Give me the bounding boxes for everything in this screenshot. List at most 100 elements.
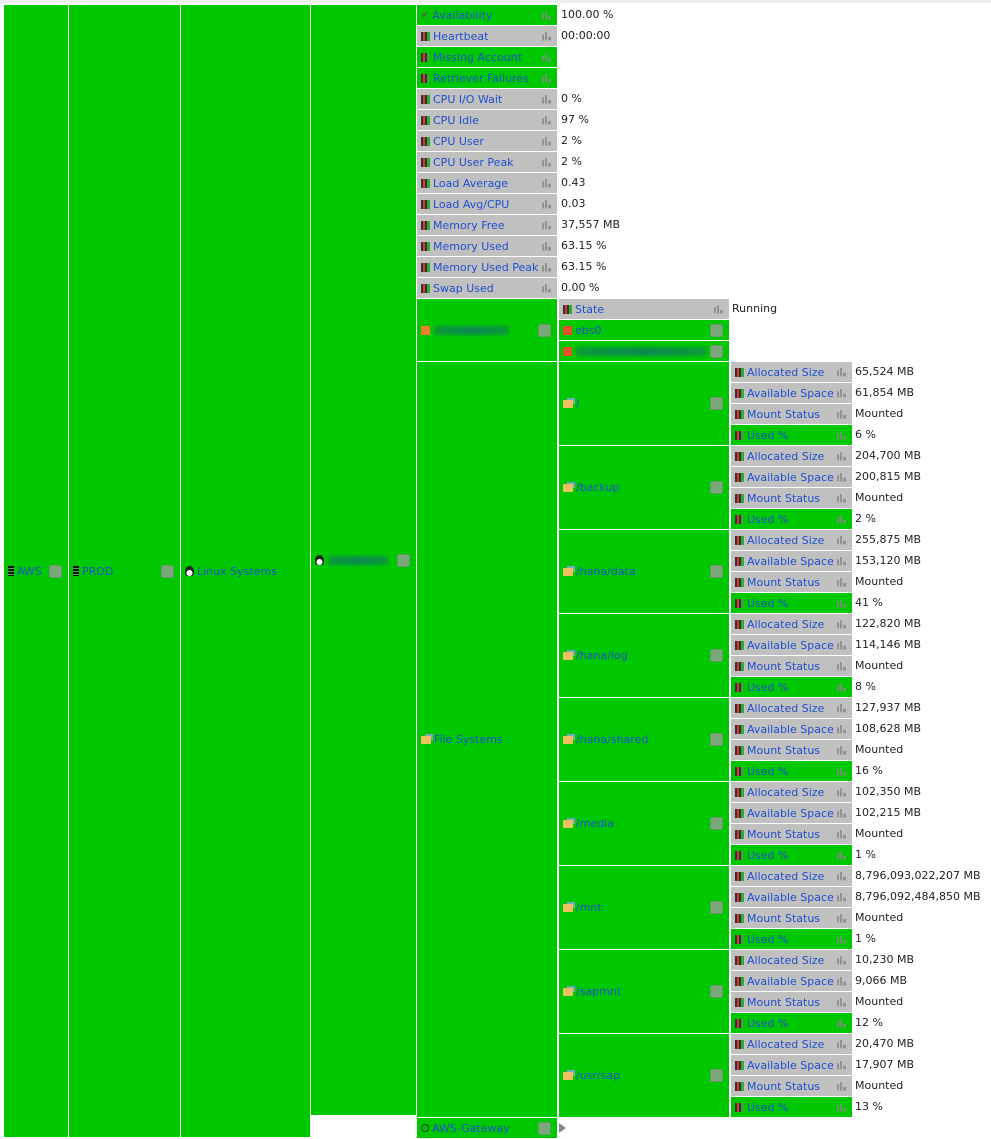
menu-icon[interactable] — [710, 649, 723, 662]
node-label[interactable]: /hana/log — [576, 649, 628, 662]
node-label[interactable]: Swap Used — [433, 281, 494, 295]
node-label[interactable]: Mount Status — [747, 407, 821, 421]
metric-heartbeat[interactable]: Heartbeat — [416, 25, 558, 47]
expand-arrow-icon[interactable] — [559, 1123, 566, 1133]
metric-load-average[interactable]: Load Average — [416, 172, 558, 194]
metric-memory-free[interactable]: Memory Free — [416, 214, 558, 236]
chart-icon[interactable] — [837, 808, 846, 818]
metric-used-[interactable]: Used % — [730, 760, 853, 782]
node-label[interactable]: Available Space — [747, 722, 834, 736]
chart-icon[interactable] — [837, 577, 846, 587]
tree-node-ebs0[interactable]: ebs0 — [558, 319, 730, 341]
chart-icon[interactable] — [714, 304, 723, 314]
node-label[interactable]: ebs0 — [575, 323, 602, 337]
node-label[interactable]: /hana/shared — [576, 733, 649, 746]
metric-available-space[interactable]: Available Space — [730, 970, 853, 992]
node-label[interactable]: Load Average — [433, 176, 509, 190]
menu-icon[interactable] — [397, 553, 410, 567]
tree-node-filesystem[interactable]: /hana/log — [558, 613, 730, 698]
node-label[interactable]: Mount Status — [747, 491, 821, 505]
node-label[interactable]: Load Avg/CPU — [433, 197, 510, 211]
menu-icon[interactable] — [710, 344, 723, 358]
metric-allocated-size[interactable]: Allocated Size — [730, 781, 853, 803]
node-label[interactable]: Allocated Size — [747, 785, 825, 799]
metric-mount-status[interactable]: Mount Status — [730, 487, 853, 509]
menu-icon[interactable] — [710, 397, 723, 410]
node-label[interactable]: Mount Status — [747, 743, 821, 757]
chart-icon[interactable] — [837, 745, 846, 755]
metric-available-space[interactable]: Available Space — [730, 1054, 853, 1076]
chart-icon[interactable] — [542, 283, 551, 293]
chart-icon[interactable] — [837, 598, 846, 608]
chart-icon[interactable] — [837, 1081, 846, 1091]
node-label[interactable]: Mount Status — [747, 1079, 821, 1093]
chart-icon[interactable] — [837, 997, 846, 1007]
node-label[interactable]: CPU User Peak — [433, 155, 514, 169]
metric-available-space[interactable]: Available Space — [730, 802, 853, 824]
node-label[interactable]: Used % — [747, 596, 789, 610]
node-label[interactable]: Available Space — [747, 470, 834, 484]
metric-mount-status[interactable]: Mount Status — [730, 823, 853, 845]
menu-icon[interactable] — [710, 901, 723, 914]
node-label[interactable]: /sapmnt — [576, 985, 622, 998]
metric-available-space[interactable]: Available Space — [730, 634, 853, 656]
chart-icon[interactable] — [837, 367, 846, 377]
chart-icon[interactable] — [837, 661, 846, 671]
chart-icon[interactable] — [837, 1039, 846, 1049]
node-label[interactable]: Used % — [747, 764, 789, 778]
metric-allocated-size[interactable]: Allocated Size — [730, 361, 853, 383]
tree-node-filesystem[interactable]: /sapmnt — [558, 949, 730, 1034]
menu-icon[interactable] — [538, 1121, 551, 1135]
node-label[interactable]: Memory Used — [433, 239, 509, 253]
metric-mount-status[interactable]: Mount Status — [730, 1075, 853, 1097]
metric-cpu-i-o-wait[interactable]: CPU I/O Wait — [416, 88, 558, 110]
node-label[interactable]: /hana/data — [576, 565, 636, 578]
chart-icon[interactable] — [542, 199, 551, 209]
metric-mount-status[interactable]: Mount Status — [730, 403, 853, 425]
node-label[interactable]: Available Space — [747, 386, 834, 400]
menu-icon[interactable] — [710, 481, 723, 494]
chart-icon[interactable] — [837, 556, 846, 566]
metric-available-space[interactable]: Available Space — [730, 718, 853, 740]
metric-allocated-size[interactable]: Allocated Size — [730, 1033, 853, 1055]
chart-icon[interactable] — [837, 976, 846, 986]
node-label[interactable]: /media — [576, 817, 614, 830]
tree-node-filesystem[interactable]: /hana/data — [558, 529, 730, 614]
chart-icon[interactable] — [837, 766, 846, 776]
chart-icon[interactable] — [837, 787, 846, 797]
tree-node-linux-systems[interactable]: Linux Systems — [180, 4, 311, 1138]
metric-used-[interactable]: Used % — [730, 508, 853, 530]
metric-cpu-user-peak[interactable]: CPU User Peak — [416, 151, 558, 173]
menu-icon[interactable] — [161, 564, 174, 578]
chart-icon[interactable] — [542, 220, 551, 230]
metric-mount-status[interactable]: Mount Status — [730, 739, 853, 761]
metric-allocated-size[interactable]: Allocated Size — [730, 865, 853, 887]
tree-node-prod[interactable]: PROD — [68, 4, 181, 1138]
menu-icon[interactable] — [710, 985, 723, 998]
node-label[interactable]: Available Space — [747, 554, 834, 568]
metric-used-[interactable]: Used % — [730, 676, 853, 698]
metric-mount-status[interactable]: Mount Status — [730, 571, 853, 593]
node-label[interactable]: Used % — [747, 1100, 789, 1114]
chart-icon[interactable] — [542, 52, 551, 62]
metric-allocated-size[interactable]: Allocated Size — [730, 613, 853, 635]
chart-icon[interactable] — [837, 703, 846, 713]
node-label[interactable]: AWS-Gateway — [432, 1121, 510, 1135]
chart-icon[interactable] — [837, 724, 846, 734]
chart-icon[interactable] — [837, 1060, 846, 1070]
chart-icon[interactable] — [837, 829, 846, 839]
node-label[interactable]: Mount Status — [747, 827, 821, 841]
menu-icon[interactable] — [710, 817, 723, 830]
node-label[interactable]: CPU I/O Wait — [433, 92, 503, 106]
chart-icon[interactable] — [542, 10, 551, 20]
node-label[interactable]: Used % — [747, 512, 789, 526]
node-label[interactable]: Allocated Size — [747, 365, 825, 379]
chart-icon[interactable] — [837, 640, 846, 650]
chart-icon[interactable] — [837, 493, 846, 503]
node-label[interactable]: Used % — [747, 1016, 789, 1030]
node-label[interactable]: CPU User — [433, 134, 484, 148]
menu-icon[interactable] — [710, 1069, 723, 1082]
metric-allocated-size[interactable]: Allocated Size — [730, 445, 853, 467]
chart-icon[interactable] — [542, 73, 551, 83]
metric-load-avg-cpu[interactable]: Load Avg/CPU — [416, 193, 558, 215]
